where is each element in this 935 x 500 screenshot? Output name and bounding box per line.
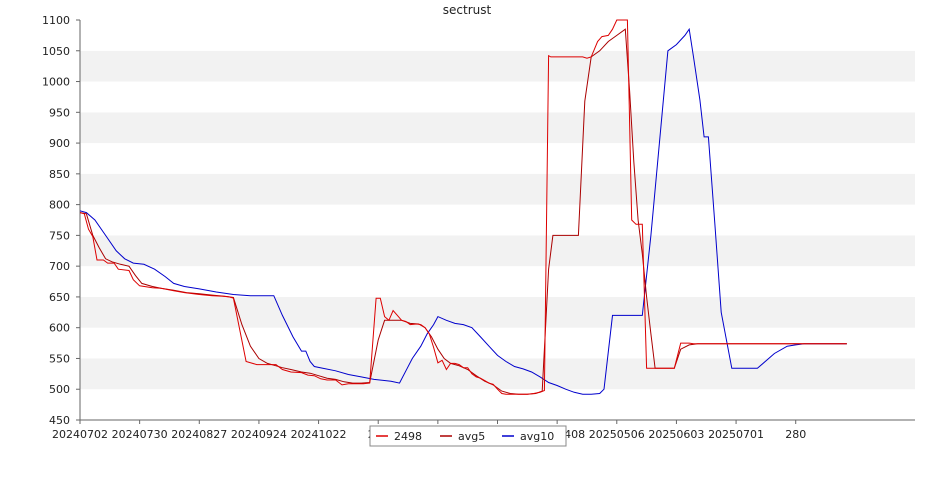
grid-band: [80, 358, 915, 390]
y-tick-label: 550: [49, 352, 70, 365]
grid-band: [80, 266, 915, 297]
grid-band: [80, 20, 915, 51]
y-tick-label: 750: [49, 229, 70, 242]
x-tick-label: 20241022: [291, 428, 347, 441]
legend: 2498 avg5 avg10: [369, 425, 567, 447]
y-axis-ticks: 450 500 550 600 650 700 750 800 850 900 950 1000 105…: [42, 14, 80, 427]
legend-label-2498: 2498: [394, 430, 422, 443]
x-tick-label: 20250701: [708, 428, 764, 441]
y-tick-label: 1050: [42, 45, 70, 58]
y-tick-label: 850: [49, 168, 70, 181]
grid-band: [80, 173, 915, 205]
grid-bands: [80, 20, 915, 420]
series-lines: [79, 19, 847, 395]
legend-label-avg5: avg5: [458, 430, 485, 443]
y-tick-label: 1100: [42, 14, 70, 27]
x-tick-label: 280: [785, 428, 806, 441]
y-tick-label: 1000: [42, 76, 70, 89]
grid-band: [80, 143, 915, 174]
x-tick-label: 20240730: [112, 428, 168, 441]
x-tick-label: 20250506: [589, 428, 645, 441]
y-tick-label: 600: [49, 322, 70, 335]
grid-band: [80, 204, 915, 236]
y-tick-label: 700: [49, 260, 70, 273]
series-line-avg10: [79, 27, 847, 395]
grid-band: [80, 296, 915, 328]
chart-title: sectrust: [443, 3, 492, 17]
y-tick-label: 650: [49, 291, 70, 304]
y-tick-label: 900: [49, 137, 70, 150]
y-tick-label: 450: [49, 414, 70, 427]
legend-label-avg10: avg10: [520, 430, 554, 443]
x-tick-label: 20240924: [231, 428, 287, 441]
legend-box: [369, 425, 567, 447]
y-tick-label: 800: [49, 199, 70, 212]
grid-band: [80, 235, 915, 267]
y-tick-label: 950: [49, 106, 70, 119]
series-line-2498: [79, 19, 847, 395]
grid-band: [80, 50, 915, 82]
grid-band: [80, 112, 915, 144]
y-tick-label: 500: [49, 383, 70, 396]
x-tick-label: 20240702: [52, 428, 108, 441]
grid-band: [80, 81, 915, 113]
x-tick-label: 20240827: [171, 428, 227, 441]
x-tick-label: 20250603: [648, 428, 704, 441]
grid-band: [80, 327, 915, 359]
grid-band: [80, 389, 915, 420]
